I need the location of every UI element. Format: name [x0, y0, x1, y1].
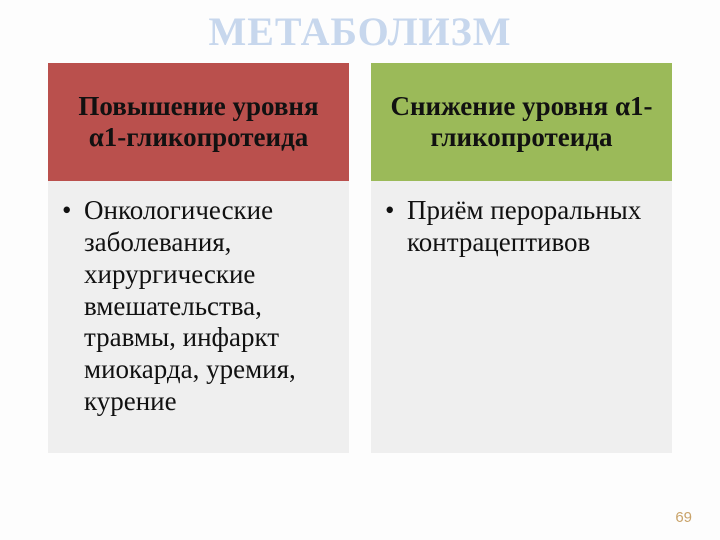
page-number: 69 — [675, 509, 692, 526]
left-column-body: • Онкологические заболевания, хирургичес… — [48, 181, 349, 453]
bullet-dot: • — [62, 195, 84, 418]
left-column-header: Повышение уровня α1-гликопротеида — [48, 63, 349, 181]
bullet-dot: • — [385, 195, 407, 259]
slide-title: МЕТАБОЛИЗМ — [0, 8, 720, 55]
right-column: Снижение уровня α1-гликопротеида • Приём… — [371, 63, 672, 453]
two-column-layout: Повышение уровня α1-гликопротеида • Онко… — [0, 63, 720, 453]
right-bullet-text: Приём пероральных контрацептивов — [407, 195, 660, 259]
list-item: • Приём пероральных контрацептивов — [385, 195, 660, 259]
left-column: Повышение уровня α1-гликопротеида • Онко… — [48, 63, 349, 453]
list-item: • Онкологические заболевания, хирургичес… — [62, 195, 337, 418]
right-column-body: • Приём пероральных контрацептивов — [371, 181, 672, 453]
right-column-header: Снижение уровня α1-гликопротеида — [371, 63, 672, 181]
left-bullet-text: Онкологические заболевания, хирургически… — [84, 195, 337, 418]
slide: МЕТАБОЛИЗМ Повышение уровня α1-гликопрот… — [0, 0, 720, 540]
